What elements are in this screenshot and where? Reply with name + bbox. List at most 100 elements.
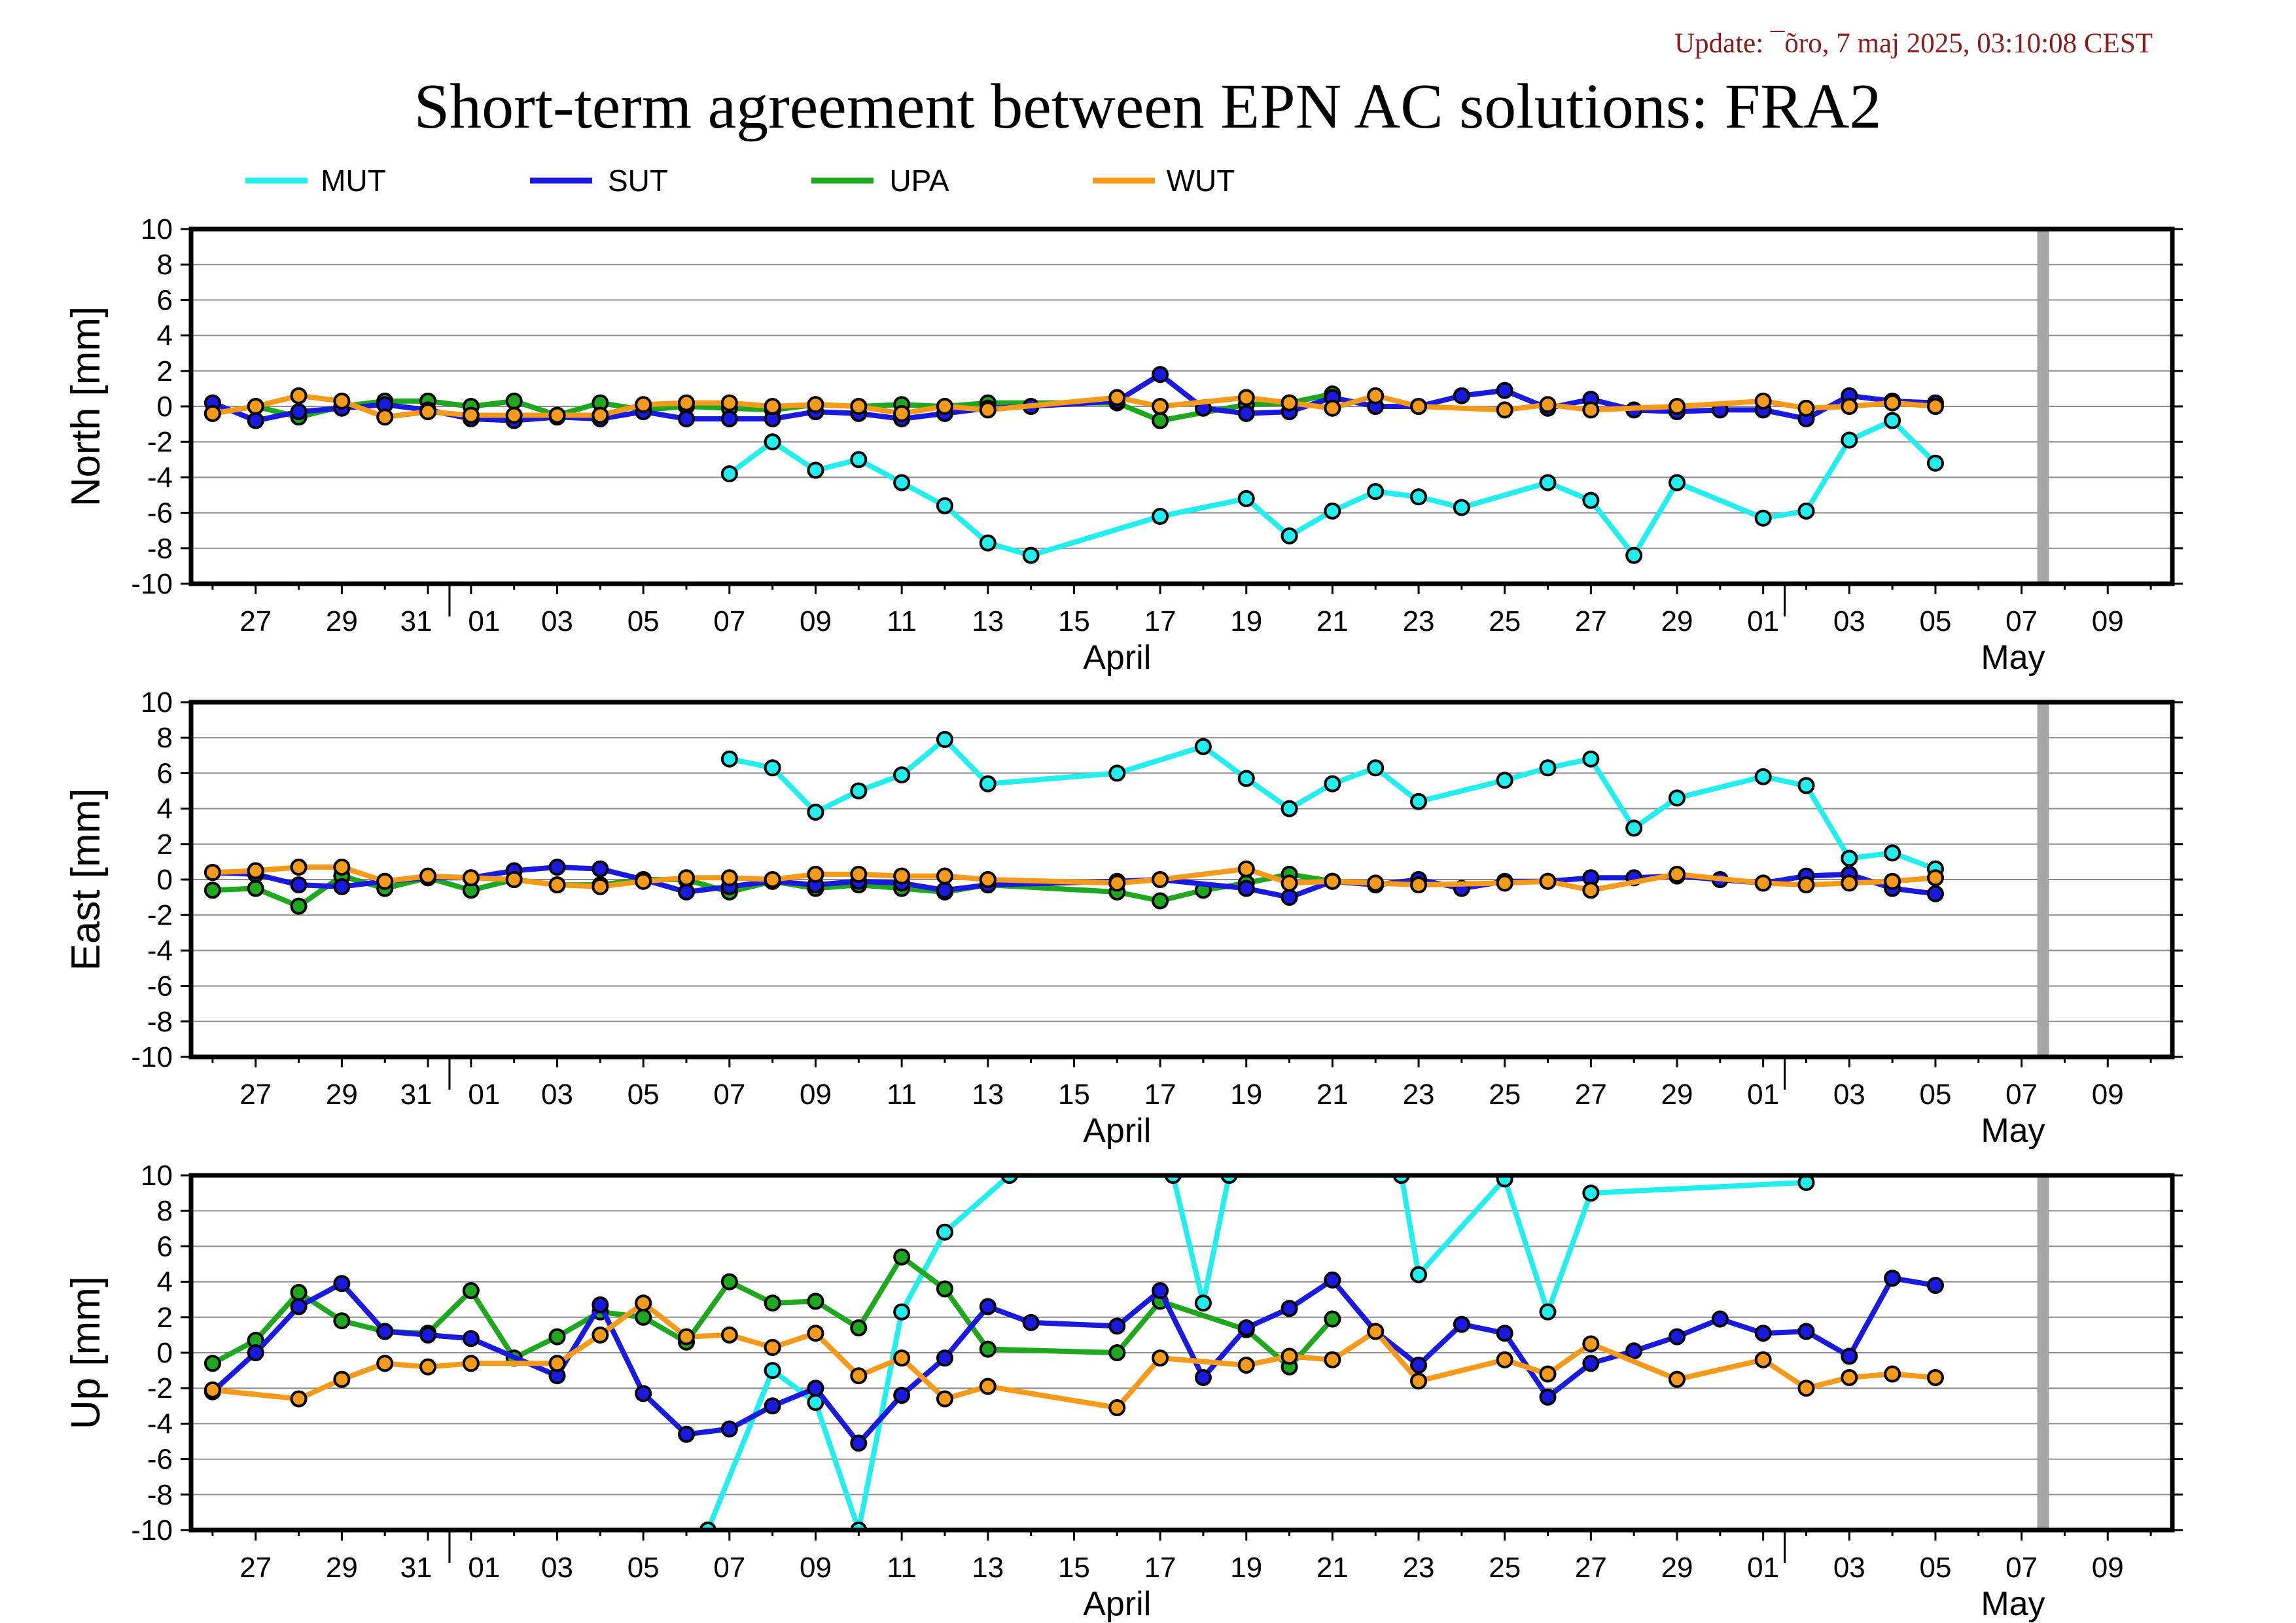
y-tick-label: 4: [157, 793, 173, 825]
data-point-wut: [979, 871, 997, 888]
data-point-upa: [1108, 1344, 1126, 1361]
data-point-sut: [720, 1420, 738, 1438]
data-point-wut: [548, 1355, 566, 1372]
data-point-mut: [1582, 750, 1600, 768]
data-point-wut: [1496, 874, 1513, 892]
x-tick-label: 29: [1661, 605, 1693, 637]
data-point-upa: [807, 1293, 824, 1310]
x-tick-label: 07: [713, 1552, 745, 1584]
data-point-mut: [936, 497, 953, 514]
data-point-wut: [1582, 882, 1600, 899]
x-tick-label: 09: [2092, 1552, 2124, 1584]
data-point-wut: [247, 398, 264, 415]
data-point-mut: [807, 461, 824, 479]
x-tick-label: 17: [1144, 605, 1176, 637]
data-point-mut: [893, 474, 911, 491]
data-point-upa: [1152, 412, 1169, 429]
data-point-wut: [1410, 398, 1428, 415]
data-point-sut: [1453, 387, 1470, 404]
plot-frame: [188, 1173, 2175, 1533]
data-point-mut: [1625, 546, 1643, 564]
y-tick-label: 10: [141, 213, 173, 245]
y-tick-label: -4: [147, 1408, 173, 1440]
x-tick-label: 17: [1144, 1552, 1176, 1584]
data-point-wut: [1797, 876, 1815, 894]
data-point-wut: [1410, 876, 1428, 894]
data-point-mut: [850, 782, 868, 800]
data-point-wut: [1108, 874, 1126, 892]
y-tick-label: -4: [147, 461, 173, 493]
data-point-wut: [1582, 401, 1600, 419]
y-tick-label: 6: [157, 284, 173, 316]
data-point-wut: [1841, 874, 1858, 892]
x-tick-label: 27: [1575, 1079, 1607, 1111]
data-point-sut: [290, 876, 308, 894]
y-tick-label: 8: [157, 722, 173, 754]
data-point-mut: [764, 759, 781, 777]
month-label: April: [1083, 639, 1151, 677]
data-point-upa: [850, 1319, 868, 1337]
data-point-sut: [936, 1349, 953, 1367]
data-point-wut: [1324, 872, 1341, 890]
x-tick-label: 11: [887, 1079, 917, 1111]
x-tick-label: 25: [1489, 605, 1521, 637]
data-point-mut: [1841, 431, 1858, 449]
data-point-sut: [1152, 366, 1169, 383]
data-point-sut: [247, 1344, 264, 1361]
data-point-mut: [1797, 502, 1815, 520]
x-tick-label: 01: [1747, 605, 1779, 637]
data-point-mut: [979, 534, 997, 552]
data-point-wut: [1539, 1365, 1557, 1383]
data-point-upa: [203, 882, 221, 899]
data-point-sut: [1669, 1328, 1686, 1346]
data-point-sut: [1194, 1368, 1212, 1386]
data-point-wut: [1841, 1368, 1858, 1386]
data-point-mut: [1539, 759, 1557, 777]
data-point-wut: [1669, 398, 1686, 415]
x-tick-label: 13: [972, 1552, 1004, 1584]
x-tick-label: 21: [1316, 605, 1349, 637]
data-point-mut: [1108, 764, 1126, 782]
x-tick-label: 01: [1747, 1079, 1779, 1111]
data-point-wut: [764, 1338, 781, 1356]
data-point-sut: [850, 1435, 868, 1452]
legend-label: UPA: [889, 164, 949, 198]
data-point-wut: [548, 876, 566, 894]
x-tick-label: 05: [1919, 1552, 1951, 1584]
data-point-wut: [1841, 398, 1858, 415]
update-timestamp: Update: ¯õro, 7 maj 2025, 03:10:08 CEST: [1674, 28, 2153, 59]
x-tick-label: 09: [800, 605, 832, 637]
data-point-wut: [1367, 1323, 1385, 1340]
legend-item-mut: MUT: [245, 164, 386, 198]
data-point-wut: [1108, 389, 1126, 406]
data-point-mut: [850, 451, 868, 469]
data-point-sut: [678, 410, 695, 427]
y-tick-label: -8: [147, 1479, 173, 1511]
data-point-wut: [419, 1358, 437, 1376]
data-point-mut: [1797, 777, 1815, 794]
data-point-mut: [1410, 1266, 1428, 1283]
data-point-sut: [1841, 1347, 1858, 1365]
data-point-mut: [720, 465, 738, 482]
data-point-wut: [1884, 1365, 1901, 1383]
data-point-wut: [592, 878, 609, 895]
chart-title: Short-term agreement between EPN AC solu…: [414, 71, 1882, 142]
data-point-wut: [1324, 399, 1341, 417]
data-point-mut: [1496, 772, 1513, 789]
data-point-wut: [290, 1390, 308, 1408]
data-point-sut: [290, 1298, 308, 1315]
data-point-wut: [850, 398, 868, 415]
data-point-wut: [720, 869, 738, 887]
x-tick-label: 29: [1661, 1552, 1693, 1584]
data-point-wut: [462, 869, 480, 887]
data-point-upa: [936, 1280, 953, 1298]
y-axis-title: North [mm]: [63, 306, 109, 507]
data-point-sut: [1022, 1313, 1040, 1331]
x-tick-label: 23: [1403, 1079, 1435, 1111]
data-point-sut: [1926, 885, 1944, 902]
x-tick-label: 07: [2005, 605, 2038, 637]
data-point-mut: [979, 775, 997, 793]
data-point-mut: [1152, 508, 1169, 526]
